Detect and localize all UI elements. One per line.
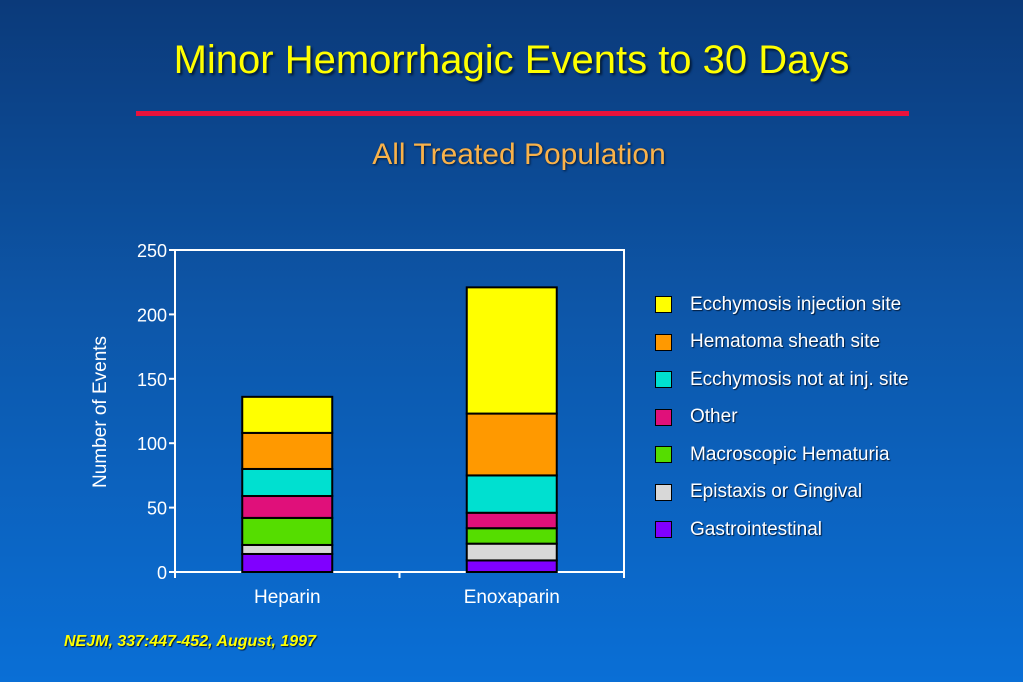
legend-label: Macroscopic Hematuria	[690, 443, 890, 465]
bar-segment	[465, 286, 558, 415]
bar-segment	[241, 543, 334, 555]
legend-swatch	[655, 333, 672, 351]
x-tick-label: Heparin	[254, 587, 321, 608]
y-tick-label: 0	[157, 563, 167, 583]
bar-segment	[241, 516, 334, 546]
bar-segment	[465, 412, 558, 477]
bar-segment	[241, 552, 334, 574]
y-axis-label: Number of Events	[90, 336, 111, 488]
legend-item: Ecchymosis not at inj. site	[655, 361, 909, 399]
bar-segment	[241, 495, 334, 519]
y-tick-label: 50	[147, 499, 167, 519]
legend-label: Hematoma sheath site	[690, 331, 881, 353]
legend-swatch	[655, 296, 672, 314]
legend-item: Macroscopic Hematuria	[655, 436, 909, 474]
legend-label: Ecchymosis not at inj. site	[690, 368, 909, 390]
bar-segment	[465, 559, 558, 574]
legend-label: Other	[690, 406, 738, 428]
slide-subtitle: All Treated Population	[372, 138, 666, 171]
legend-item: Ecchymosis injection site	[655, 286, 909, 324]
legend-item: Epistaxis or Gingival	[655, 474, 909, 512]
y-tick-label: 100	[137, 434, 167, 454]
bar-segment	[465, 527, 558, 545]
legend-item: Hematoma sheath site	[655, 324, 909, 362]
legend-swatch	[655, 446, 672, 464]
x-tick-label: Enoxaparin	[464, 587, 560, 608]
legend-swatch	[655, 408, 672, 426]
legend-swatch	[655, 371, 672, 389]
legend-item: Other	[655, 399, 909, 437]
legend-label: Epistaxis or Gingival	[690, 481, 863, 503]
source-citation: NEJM, 337:447-452, August, 1997	[64, 633, 316, 650]
legend-label: Ecchymosis injection site	[690, 293, 902, 315]
bar-segment	[241, 431, 334, 470]
chart-legend: Ecchymosis injection site Hematoma sheath…	[655, 286, 909, 549]
bar-segment	[241, 467, 334, 498]
bar-segment	[465, 511, 558, 530]
y-tick-label: 250	[137, 241, 167, 261]
legend-label: Gastrointestinal	[690, 518, 823, 540]
legend-swatch	[655, 521, 672, 539]
legend-swatch	[655, 483, 672, 501]
y-tick-label: 200	[137, 305, 167, 325]
bar-segment	[465, 542, 558, 562]
bar-segment	[465, 474, 558, 514]
bar-segment	[241, 395, 334, 434]
slide-title: Minor Hemorrhagic Events to 30 Days	[173, 38, 850, 82]
title-underline	[136, 111, 909, 116]
y-tick-label: 150	[137, 370, 167, 390]
legend-item: Gastrointestinal	[655, 511, 909, 549]
